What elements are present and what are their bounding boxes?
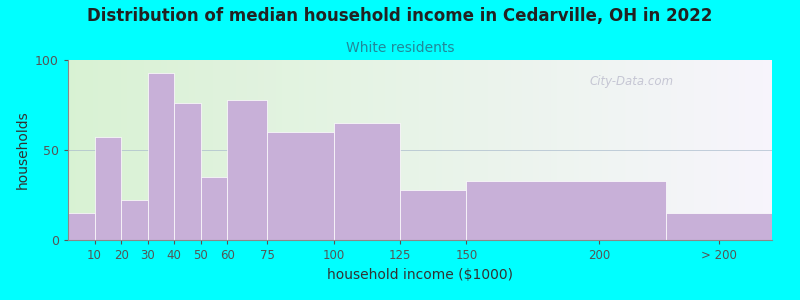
Bar xyxy=(121,200,148,240)
Bar xyxy=(148,73,174,240)
Text: White residents: White residents xyxy=(346,40,454,55)
Text: City-Data.com: City-Data.com xyxy=(589,75,674,88)
Bar xyxy=(68,213,94,240)
Y-axis label: households: households xyxy=(15,111,30,189)
Bar xyxy=(466,181,666,240)
Bar xyxy=(174,103,201,240)
Bar xyxy=(94,137,121,240)
Bar xyxy=(334,123,400,240)
X-axis label: household income ($1000): household income ($1000) xyxy=(327,268,513,282)
Bar xyxy=(666,213,772,240)
Bar xyxy=(201,177,227,240)
Bar xyxy=(267,132,334,240)
Bar xyxy=(400,190,466,240)
Bar xyxy=(227,100,267,240)
Text: Distribution of median household income in Cedarville, OH in 2022: Distribution of median household income … xyxy=(87,8,713,26)
